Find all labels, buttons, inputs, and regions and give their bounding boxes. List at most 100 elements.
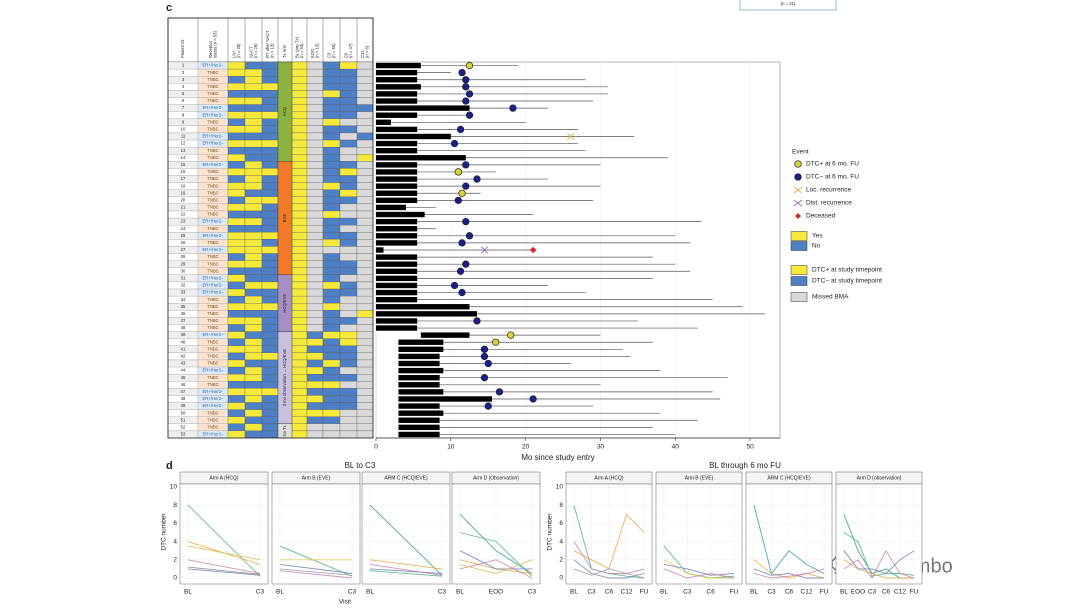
legend-title: Event: [792, 149, 809, 156]
status-cell: [356, 388, 374, 396]
status-cell: [244, 154, 263, 162]
series-line: [187, 504, 261, 577]
patient-id: 24: [181, 226, 186, 231]
series-line: [369, 559, 443, 570]
status-cell: [339, 225, 358, 233]
status-cell: [339, 139, 358, 148]
status-cell: [227, 253, 246, 261]
status-cell: [261, 281, 279, 290]
legend-label: DTC− at 6 mo. FU: [806, 174, 859, 181]
x-tick-label: FU: [910, 589, 919, 596]
status-cell: [322, 317, 341, 325]
receptor: ER+/Her2−: [203, 403, 225, 408]
status-cell: [339, 90, 358, 98]
patient-id: 19: [181, 190, 186, 195]
status-cell: [322, 274, 341, 283]
status-cell: [356, 338, 374, 346]
status-cell: [227, 317, 246, 325]
status-cell: [306, 317, 324, 325]
event-marker: [458, 189, 466, 197]
status-cell: [244, 239, 263, 247]
treatment-bar: [376, 289, 418, 296]
status-cell: [291, 409, 308, 417]
status-cell: [356, 381, 374, 389]
status-cell: [339, 274, 358, 283]
status-cell: [356, 274, 374, 283]
status-cell: [339, 366, 358, 375]
status-cell: [291, 359, 308, 368]
status-cell: [306, 366, 324, 375]
treatment-bar: [376, 197, 418, 204]
event-marker: [473, 175, 481, 183]
status-cell: [322, 154, 341, 162]
patient-id: 49: [181, 403, 186, 408]
x-tick-label: C3: [767, 589, 776, 596]
status-cell: [306, 246, 324, 254]
event-marker: [473, 317, 481, 325]
status-cell: [291, 281, 308, 290]
status-cell: [356, 196, 374, 205]
event-marker: [462, 217, 470, 226]
status-cell: [291, 139, 308, 148]
status-cell: [291, 416, 308, 424]
x-tick-label: BL: [456, 589, 464, 596]
receptor: TNBC: [207, 254, 218, 259]
status-cell: [261, 352, 279, 361]
status-cell: [244, 83, 263, 91]
legend-label: Missed BMA: [812, 294, 849, 301]
treatment-bar: [420, 332, 470, 338]
patient-id: 11: [181, 134, 186, 139]
treatment-bar: [376, 69, 418, 76]
status-cell: [322, 118, 341, 126]
treatment-bar: [398, 360, 440, 367]
x-axis-label: Visit: [339, 599, 351, 606]
receptor: ER+/Her2−: [203, 63, 225, 68]
treatment-bar: [376, 183, 418, 189]
patient-id: 36: [181, 311, 186, 316]
status-cell: [356, 374, 374, 382]
receptor: TNBC: [207, 318, 218, 323]
status-cell: [291, 111, 308, 119]
status-cell: [306, 196, 324, 205]
x-tick-label: FU: [820, 589, 829, 596]
status-cell: [356, 76, 374, 84]
treatment-bar: [376, 162, 418, 168]
status-cell: [291, 175, 308, 183]
status-cell: [244, 267, 263, 275]
status-cell: [356, 260, 374, 268]
status-cell: [291, 295, 308, 304]
patient-id: 18: [181, 183, 186, 188]
status-cell: [306, 104, 324, 112]
receptor: TNBC: [207, 375, 218, 380]
status-cell: [322, 217, 341, 226]
status-cell: [227, 331, 246, 339]
status-cell: [261, 125, 279, 134]
receptor: TNBC: [207, 183, 218, 188]
series-line: [459, 559, 533, 579]
status-cell: [261, 118, 279, 126]
status-cell: [261, 317, 279, 325]
x-tick-label: EOO: [489, 589, 503, 596]
status-cell: [261, 97, 279, 105]
series-line: [459, 513, 533, 574]
status-cell: [227, 409, 246, 417]
column-header: BL (pre-Tx): [294, 36, 299, 58]
status-cell: [261, 374, 279, 382]
treatment-bar: [376, 140, 418, 147]
receptor: TNBC: [207, 339, 218, 344]
status-cell: [339, 416, 358, 424]
status-cell: [244, 175, 263, 183]
treatment-bar: [376, 233, 418, 239]
status-cell: [291, 61, 308, 70]
status-cell: [291, 168, 308, 176]
patient-id: 10: [181, 127, 186, 132]
event-marker: [566, 132, 575, 141]
patient-id: 13: [181, 148, 186, 153]
event-marker: [480, 345, 489, 353]
event-marker: [456, 125, 465, 134]
status-cell: [291, 303, 308, 311]
status-cell: [322, 68, 341, 77]
receptor: ER+/Her2−: [203, 432, 225, 437]
status-cell: [227, 402, 246, 410]
status-cell: [339, 118, 358, 126]
